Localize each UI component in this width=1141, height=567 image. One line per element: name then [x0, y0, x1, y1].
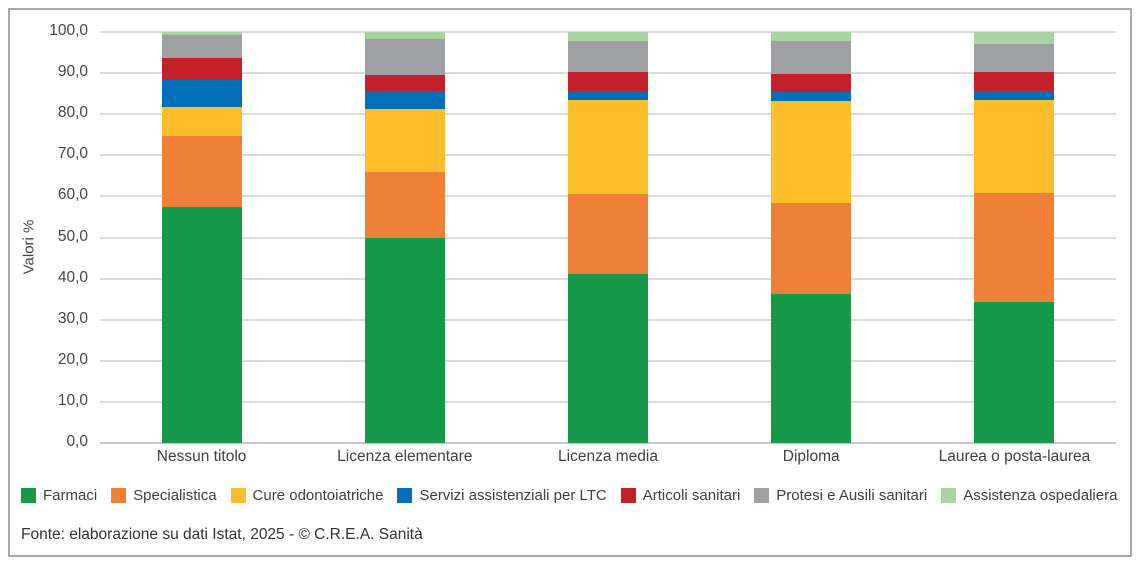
- bar-column-5: [913, 32, 1116, 443]
- bar-segment: [161, 80, 242, 107]
- gridline-100: [100, 31, 1116, 33]
- legend-item: Assistenza ospedaliera: [941, 487, 1117, 504]
- bar-segment: [568, 193, 648, 274]
- bar-segment: [568, 273, 648, 443]
- legend-swatch-icon: [620, 488, 636, 503]
- bar-segment: [974, 99, 1055, 194]
- bar-segment: [568, 32, 648, 41]
- legend-label: Specialistica: [133, 487, 217, 504]
- stacked-bar-2: [364, 32, 445, 443]
- legend-label: Assistenza ospedaliera: [963, 487, 1118, 504]
- y-tick-label-40: 40,0: [57, 268, 88, 286]
- bar-segment: [364, 238, 445, 443]
- y-tick-label-100: 100,0: [49, 22, 88, 39]
- bar-segment: [771, 293, 852, 443]
- bar-segment: [771, 92, 852, 101]
- gridline-0: [100, 442, 1116, 444]
- bar-segment: [568, 40, 648, 73]
- bar-segment: [974, 43, 1055, 73]
- bar-segment: [771, 41, 852, 74]
- source-note: Fonte: elaborazione su dati Istat, 2025 …: [21, 526, 423, 543]
- x-category-label-5: Laurea o posta-laurea: [938, 448, 1091, 465]
- bar-segment: [568, 99, 648, 194]
- y-tick-label-0: 0,0: [66, 433, 88, 450]
- legend-swatch-icon: [230, 488, 246, 503]
- bar-segment: [161, 106, 242, 137]
- bar-segment: [161, 207, 242, 443]
- x-category-label-4: Diploma: [782, 448, 840, 465]
- legend-label: Articoli sanitari: [642, 487, 741, 504]
- legend-label: Cure odontoiatriche: [252, 487, 384, 504]
- bar-segment: [568, 72, 648, 91]
- y-tick-label-90: 90,0: [57, 63, 88, 81]
- stacked-bar-1: [161, 32, 242, 443]
- bar-segment: [364, 171, 445, 239]
- bar-segment: [364, 39, 445, 75]
- bar-segment: [974, 193, 1055, 302]
- legend-label: Servizi assistenziali per LTC: [419, 487, 607, 504]
- stacked-bar-3: [568, 32, 648, 443]
- y-tick-label-70: 70,0: [57, 145, 88, 163]
- x-axis-category-labels: Nessun titolo Licenza elementare Licenza m…: [100, 448, 1116, 466]
- y-tick-label-60: 60,0: [57, 186, 88, 204]
- bar-segment: [974, 301, 1055, 443]
- y-tick-label-20: 20,0: [57, 350, 88, 368]
- legend-label: Farmaci: [43, 487, 98, 504]
- legend-swatch-icon: [397, 488, 413, 503]
- bar-column-1: [100, 32, 303, 443]
- stacked-bar-5: [974, 32, 1055, 443]
- legend-swatch-icon: [21, 488, 36, 503]
- legend-item: Farmaci: [21, 487, 97, 504]
- x-category-label-3: Licenza media: [558, 448, 658, 465]
- legend-item: Articoli sanitari: [620, 487, 741, 504]
- legend: Farmaci Specialistica Cure odontoiatriche S…: [21, 487, 1125, 504]
- bar-column-3: [506, 32, 709, 443]
- x-category-label-2: Licenza elementare: [337, 448, 473, 465]
- bar-segment: [974, 32, 1055, 44]
- x-category-label-1: Nessun titolo: [156, 448, 247, 465]
- bar-segment: [568, 90, 648, 100]
- bar-segment: [771, 203, 852, 294]
- bar-segment: [161, 32, 242, 35]
- legend-item: Servizi assistenziali per LTC: [397, 487, 607, 504]
- legend-swatch-icon: [754, 488, 770, 503]
- legend-label: Protesi e Ausili sanitari: [776, 487, 928, 504]
- legend-swatch-icon: [111, 488, 127, 503]
- chart-frame: Valori % 0,0 10,0 20,0 30,0 40,0 50,0 60,0 70,0…: [8, 8, 1132, 557]
- bar-segment: [364, 32, 445, 40]
- bar-segment: [364, 90, 445, 109]
- legend-item: Specialistica: [111, 487, 217, 504]
- bar-segment: [161, 58, 242, 81]
- bar-column-4: [710, 32, 913, 443]
- plot-area: [100, 31, 1116, 444]
- y-tick-label-80: 80,0: [57, 104, 88, 122]
- bar-segment: [771, 100, 852, 204]
- bar-segment: [364, 74, 445, 91]
- y-tick-label-50: 50,0: [57, 227, 88, 245]
- legend-item: Protesi e Ausili sanitari: [754, 487, 927, 504]
- bar-segment: [974, 90, 1055, 100]
- bar-segment: [161, 136, 242, 208]
- bar-segment: [161, 34, 242, 59]
- legend-item: Cure odontoiatriche: [230, 487, 384, 504]
- y-tick-label-30: 30,0: [57, 309, 88, 327]
- bar-segment: [974, 72, 1055, 91]
- bar-segment: [771, 32, 852, 42]
- bar-segment: [364, 108, 445, 172]
- bars-row: [100, 32, 1116, 443]
- legend-swatch-icon: [941, 488, 957, 503]
- bar-column-2: [303, 32, 506, 443]
- stacked-bar-4: [771, 32, 852, 443]
- y-tick-label-10: 10,0: [57, 391, 88, 409]
- bar-segment: [771, 73, 852, 93]
